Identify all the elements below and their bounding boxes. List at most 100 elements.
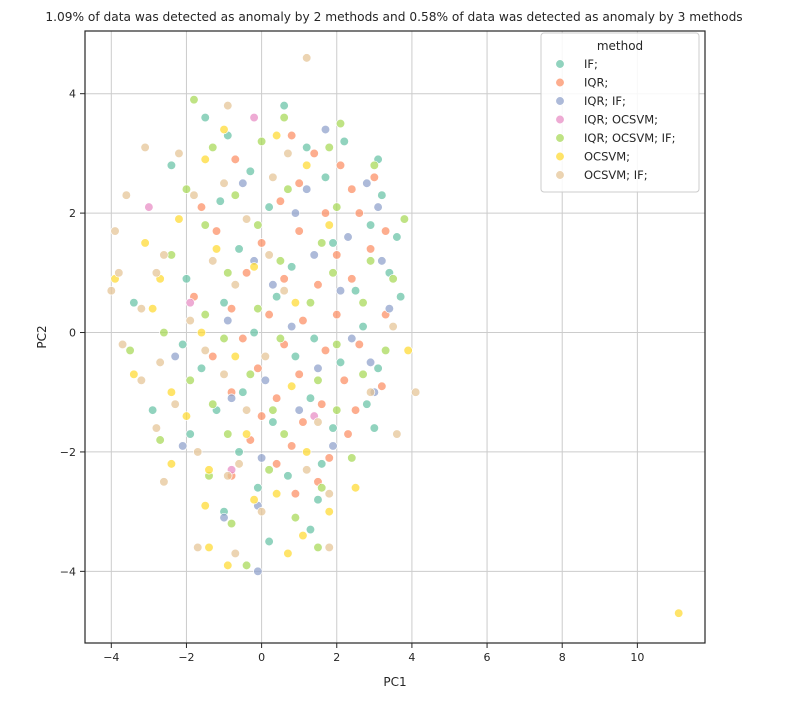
data-point <box>121 190 131 200</box>
data-point <box>362 178 372 188</box>
data-point <box>365 244 376 254</box>
x-tick-label: 6 <box>484 651 491 664</box>
data-point <box>268 417 278 427</box>
legend-entry-label: IQR; IF; <box>584 94 626 108</box>
data-point <box>380 345 391 356</box>
data-point <box>411 387 421 397</box>
data-point <box>294 226 304 236</box>
data-point <box>253 303 263 314</box>
data-point <box>181 411 192 421</box>
data-point <box>230 190 240 200</box>
data-point <box>245 369 255 379</box>
data-point <box>388 321 398 332</box>
data-point <box>219 369 229 379</box>
data-point <box>241 405 252 415</box>
data-point <box>377 256 387 266</box>
data-point <box>369 160 379 170</box>
data-point <box>290 298 301 308</box>
data-point <box>290 489 301 499</box>
data-point <box>287 441 297 451</box>
data-point <box>324 453 334 463</box>
chart-title: 1.09% of data was detected as anomaly by… <box>45 10 742 24</box>
legend-title: method <box>597 39 643 53</box>
data-point <box>155 435 165 445</box>
legend-marker <box>555 96 565 106</box>
data-point <box>174 148 184 159</box>
data-point <box>140 238 150 248</box>
x-tick-label: 2 <box>333 651 340 664</box>
data-point <box>110 226 120 236</box>
data-point <box>317 483 327 493</box>
data-point <box>166 387 177 397</box>
data-point <box>253 220 263 230</box>
data-point <box>200 220 210 230</box>
data-point <box>313 542 323 553</box>
data-point <box>332 250 342 260</box>
data-point <box>170 351 180 362</box>
data-point <box>395 292 406 302</box>
data-point <box>230 154 240 165</box>
data-point <box>185 315 195 326</box>
data-point <box>347 453 357 463</box>
data-point <box>365 357 376 368</box>
data-point <box>208 399 218 409</box>
y-tick-label: 4 <box>69 88 76 101</box>
data-point <box>320 172 331 182</box>
data-point <box>144 202 154 212</box>
data-point <box>125 345 135 356</box>
data-point <box>294 369 304 379</box>
axis-ticks: −4 −2 0 2 4 6 8 10 −4 −2 0 2 4 <box>60 88 645 664</box>
data-point <box>283 148 293 159</box>
data-point <box>377 190 387 200</box>
x-tick-label: 8 <box>559 651 566 664</box>
data-point <box>200 309 210 320</box>
data-point <box>275 333 286 344</box>
data-point <box>268 280 278 290</box>
data-point <box>350 405 361 415</box>
legend-entry-label: OCSVM; <box>584 150 630 164</box>
data-point <box>287 130 297 141</box>
data-point <box>155 357 165 368</box>
data-point <box>313 363 323 373</box>
data-point <box>241 429 252 439</box>
data-point <box>208 351 218 362</box>
data-point <box>264 202 274 212</box>
data-point <box>178 441 188 451</box>
legend-marker <box>555 151 565 162</box>
legend-box <box>540 32 700 193</box>
data-point <box>200 501 210 511</box>
data-point <box>129 369 139 379</box>
data-point <box>328 441 338 451</box>
data-point <box>354 339 364 350</box>
data-point <box>317 238 327 248</box>
data-point <box>256 136 267 147</box>
data-point <box>287 262 297 272</box>
data-point <box>268 172 278 182</box>
data-point <box>369 423 379 433</box>
data-point <box>264 309 274 320</box>
data-point <box>283 184 293 194</box>
data-point <box>373 363 383 373</box>
data-point <box>238 333 248 344</box>
data-point <box>241 560 252 571</box>
x-tick-label: −2 <box>178 651 194 664</box>
data-point <box>287 381 297 391</box>
data-point <box>324 506 334 517</box>
data-point <box>114 268 124 278</box>
data-point <box>358 321 368 332</box>
data-point <box>283 471 293 481</box>
data-point <box>204 465 214 475</box>
data-point <box>369 172 379 182</box>
data-point <box>219 512 229 523</box>
data-point <box>178 339 188 350</box>
plot-frame <box>84 30 706 644</box>
data-point <box>309 333 319 344</box>
data-point <box>271 130 282 141</box>
legend-marker <box>555 114 565 125</box>
data-point <box>234 244 244 254</box>
data-point <box>223 429 233 439</box>
data-point <box>290 208 301 218</box>
data-point <box>241 214 252 224</box>
data-point <box>181 274 192 284</box>
data-point <box>320 124 331 135</box>
